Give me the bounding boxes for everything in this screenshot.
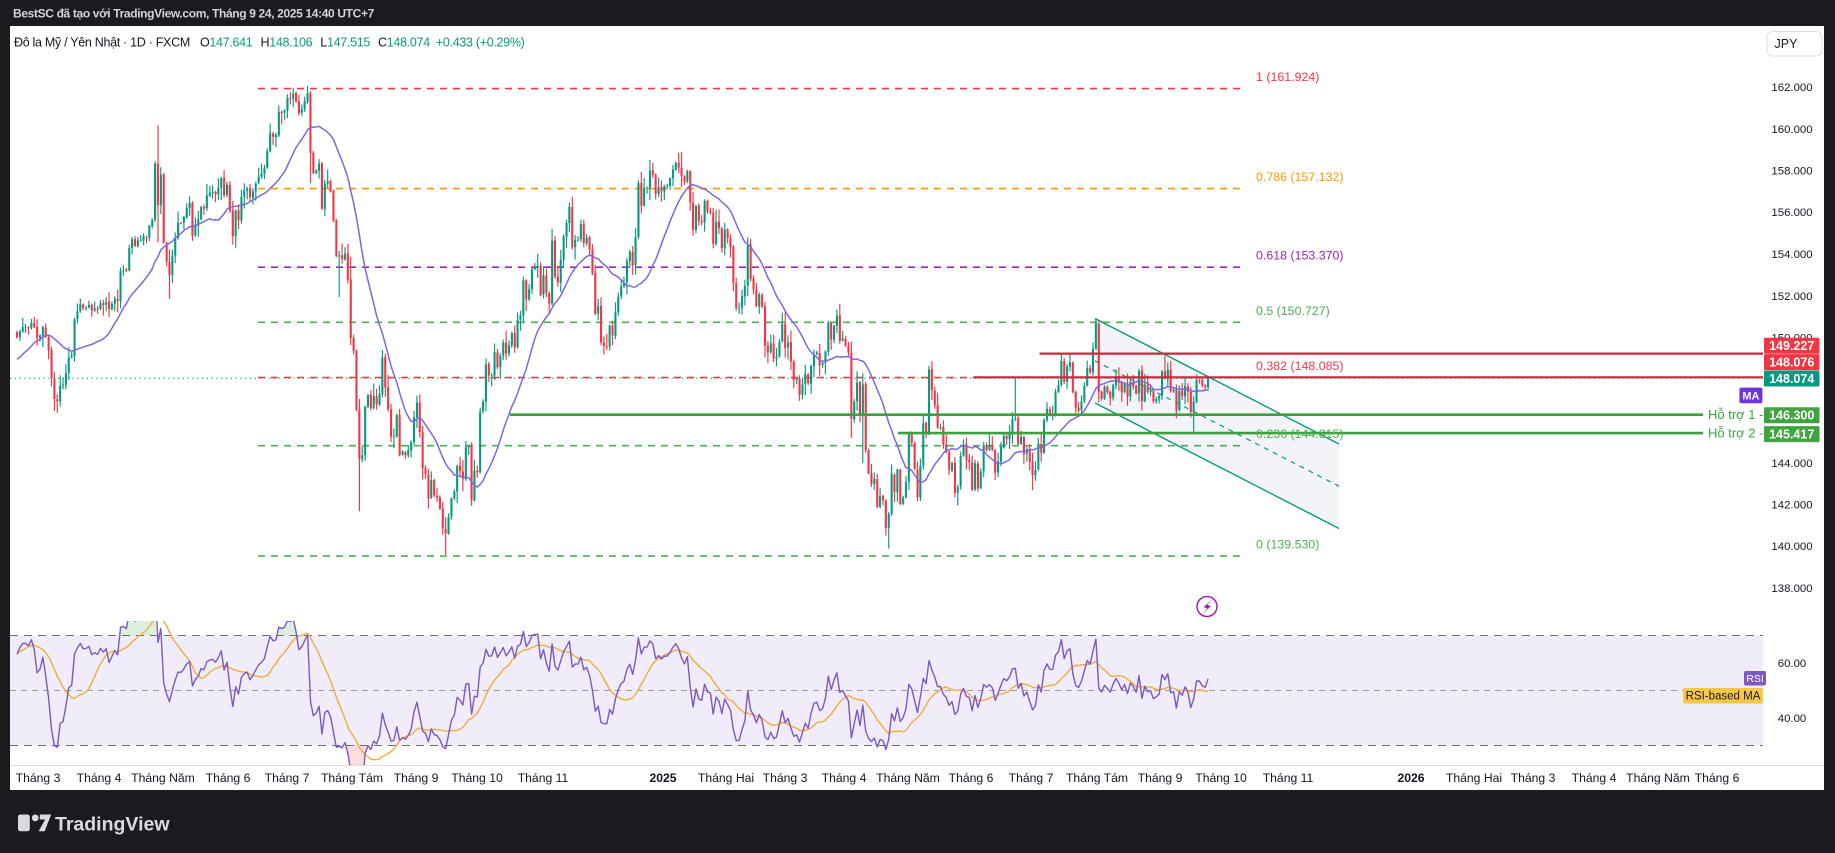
svg-text:Tháng Năm: Tháng Năm (876, 771, 940, 785)
svg-text:148.076: 148.076 (1769, 355, 1814, 369)
svg-text:Tháng 9: Tháng 9 (394, 771, 439, 785)
svg-text:Tháng 3: Tháng 3 (763, 771, 808, 785)
svg-text:Tháng 4: Tháng 4 (822, 771, 867, 785)
svg-text:Tháng Năm: Tháng Năm (1626, 771, 1690, 785)
svg-text:1 (161.924): 1 (161.924) (1256, 70, 1319, 84)
svg-text:Tháng 10: Tháng 10 (1195, 771, 1247, 785)
svg-text:2026: 2026 (1397, 771, 1424, 785)
svg-text:Tháng 7: Tháng 7 (265, 771, 310, 785)
svg-text:142.000: 142.000 (1771, 500, 1812, 512)
svg-text:146.300: 146.300 (1769, 409, 1814, 423)
svg-text:0 (139.530): 0 (139.530) (1256, 538, 1319, 552)
svg-text:154.000: 154.000 (1771, 249, 1812, 261)
svg-text:148.074: 148.074 (1769, 372, 1814, 386)
svg-text:Hỗ trợ 2 -: Hỗ trợ 2 - (1708, 426, 1763, 441)
svg-text:Tháng 7: Tháng 7 (1009, 771, 1054, 785)
svg-text:138.000: 138.000 (1771, 583, 1812, 595)
svg-text:2025: 2025 (649, 771, 676, 785)
svg-text:Tháng Tám: Tháng Tám (321, 771, 383, 785)
svg-text:Tháng Hai: Tháng Hai (1446, 771, 1502, 785)
svg-text:JPY: JPY (1775, 37, 1799, 51)
svg-text:Tháng 3: Tháng 3 (1511, 771, 1556, 785)
svg-text:60.00: 60.00 (1778, 658, 1807, 670)
svg-text:Tháng 9: Tháng 9 (1138, 771, 1183, 785)
svg-text:Tháng Năm: Tháng Năm (131, 771, 195, 785)
svg-text:Tháng Hai: Tháng Hai (698, 771, 754, 785)
svg-text:TradingView: TradingView (55, 814, 170, 836)
svg-text:RSI-based MA: RSI-based MA (1686, 691, 1761, 703)
svg-text:144.000: 144.000 (1771, 458, 1812, 470)
svg-text:RSI: RSI (1746, 673, 1764, 685)
svg-text:0.786 (157.132): 0.786 (157.132) (1256, 170, 1344, 184)
svg-text:Đô la Mỹ / Yên Nhật · 1D · FXC: Đô la Mỹ / Yên Nhật · 1D · FXCM O147.641 H… (14, 36, 525, 50)
svg-text:0.618 (153.370): 0.618 (153.370) (1256, 249, 1344, 263)
svg-text:149.227: 149.227 (1769, 339, 1814, 353)
svg-text:0.5 (150.727): 0.5 (150.727) (1256, 304, 1330, 318)
svg-text:Hỗ trợ 1 -: Hỗ trợ 1 - (1708, 407, 1763, 422)
svg-text:Tháng 6: Tháng 6 (949, 771, 994, 785)
svg-text:0.382 (148.085): 0.382 (148.085) (1256, 359, 1344, 373)
svg-text:Tháng 4: Tháng 4 (1572, 771, 1617, 785)
svg-text:MA: MA (1742, 391, 1759, 403)
svg-text:Tháng 10: Tháng 10 (451, 771, 503, 785)
svg-text:Tháng 11: Tháng 11 (1263, 771, 1314, 785)
svg-text:152.000: 152.000 (1771, 291, 1812, 303)
svg-text:145.417: 145.417 (1769, 427, 1814, 441)
svg-text:Tháng 3: Tháng 3 (16, 771, 61, 785)
svg-text:Tháng 6: Tháng 6 (206, 771, 251, 785)
svg-text:160.000: 160.000 (1771, 124, 1812, 136)
svg-text:162.000: 162.000 (1771, 82, 1812, 94)
svg-text:0.236 (144.815): 0.236 (144.815) (1256, 427, 1344, 441)
svg-text:BestSC đã tạo với TradingView.: BestSC đã tạo với TradingView.com, Tháng… (13, 7, 375, 21)
svg-text:Tháng 6: Tháng 6 (1695, 771, 1740, 785)
svg-text:156.000: 156.000 (1771, 207, 1812, 219)
svg-text:Tháng 11: Tháng 11 (518, 771, 569, 785)
svg-text:Tháng 4: Tháng 4 (77, 771, 122, 785)
svg-text:158.000: 158.000 (1771, 166, 1812, 178)
svg-text:40.00: 40.00 (1778, 713, 1807, 725)
svg-text:140.000: 140.000 (1771, 541, 1812, 553)
svg-text:Tháng Tám: Tháng Tám (1066, 771, 1128, 785)
